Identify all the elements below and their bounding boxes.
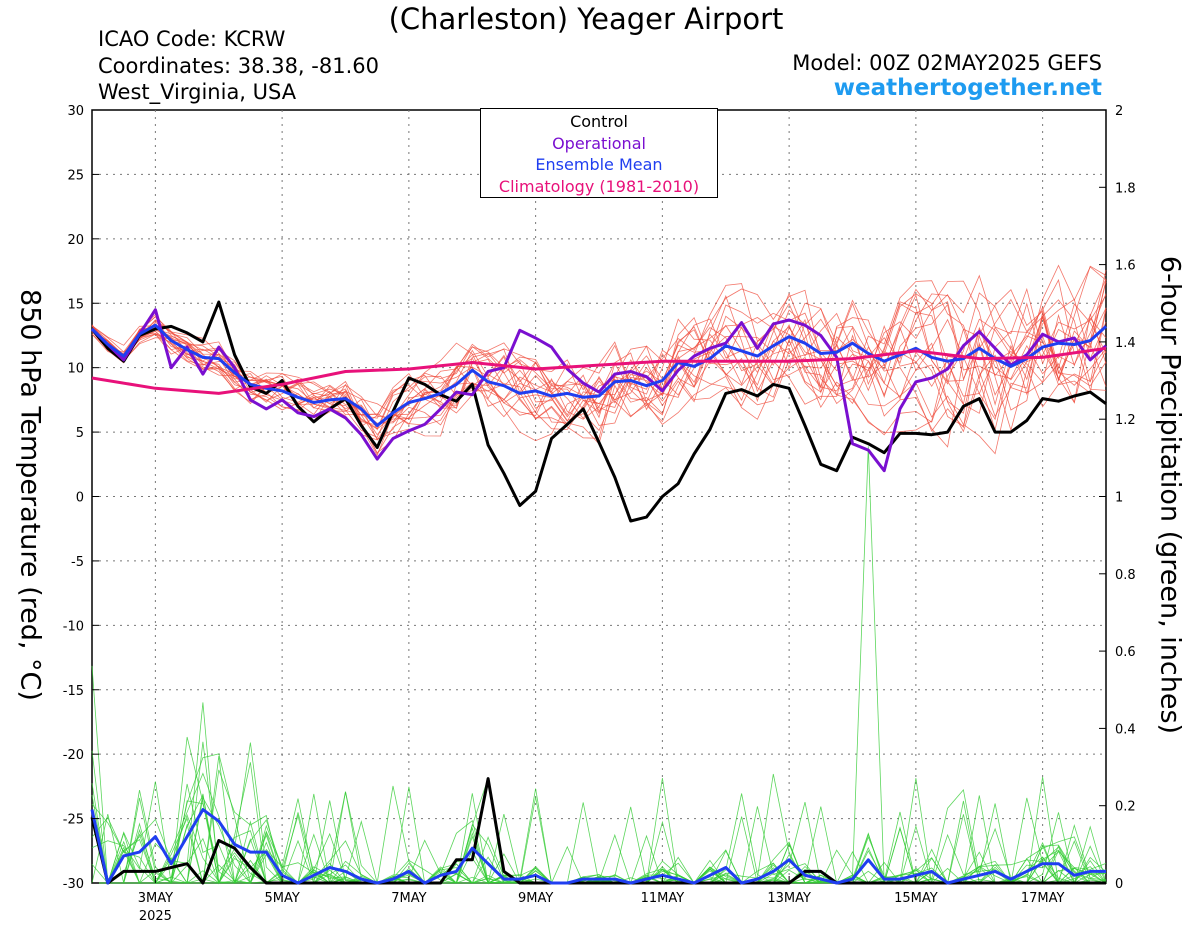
y-tick-label: -30 xyxy=(63,877,84,892)
x-tick-label: 17MAY xyxy=(1021,891,1065,906)
ensemble-member-temp xyxy=(91,265,1107,455)
axis-ticks: 302520151050-5-10-15-20-25-3021.81.61.41… xyxy=(63,104,1136,924)
y2-tick-label: 1.4 xyxy=(1115,336,1136,351)
series-operational-temp xyxy=(90,308,1107,473)
y2-tick-label: 1 xyxy=(1115,491,1123,506)
y-tick-label: 15 xyxy=(67,297,84,312)
x-tick-label: 7MAY xyxy=(391,891,426,906)
y2-tick-label: 1.6 xyxy=(1115,259,1136,274)
y2-tick-label: 0 xyxy=(1115,877,1123,892)
x-tick-label: 11MAY xyxy=(641,891,685,906)
y2-tick-label: 1.8 xyxy=(1115,181,1136,196)
y-tick-label: 20 xyxy=(67,233,84,248)
ensemble-member-precip xyxy=(91,800,1107,884)
legend-entry-control: Control xyxy=(570,112,628,131)
ensemble-member-precip xyxy=(91,781,1106,885)
x-tick-label: 9MAY xyxy=(518,891,553,906)
y-tick-label: 5 xyxy=(76,426,84,441)
grid-lines xyxy=(92,110,1106,883)
model-run: Model: 00Z 02MAY2025 GEFS xyxy=(792,51,1102,75)
ensemble-member-precip xyxy=(91,778,1107,885)
ensemble-member-temp xyxy=(91,281,1107,441)
y2-tick-label: 0.2 xyxy=(1115,800,1136,815)
x-tick-label: 15MAY xyxy=(894,891,938,906)
series-control-temp xyxy=(90,300,1107,523)
ensemble-member-temp xyxy=(91,264,1107,427)
x-tick-label: 13MAY xyxy=(767,891,811,906)
y-tick-label: -10 xyxy=(63,619,84,634)
series-lines xyxy=(90,300,1108,885)
ensemble-member-precip xyxy=(92,446,1107,884)
ensemble-member-temp xyxy=(91,293,1107,427)
ensemble-member-precip xyxy=(91,750,1107,884)
series-control-precip xyxy=(90,777,1106,885)
y-tick-label: -5 xyxy=(71,555,84,570)
legend-entry-ensemble-mean: Ensemble Mean xyxy=(535,155,663,174)
icao-code: ICAO Code: KCRW xyxy=(98,27,286,51)
y-tick-label: 0 xyxy=(76,491,84,506)
y-tick-label: -25 xyxy=(63,813,84,828)
coordinates: Coordinates: 38.38, -81.60 xyxy=(98,54,379,78)
y-tick-label: 10 xyxy=(67,362,84,377)
x-tick-year: 2025 xyxy=(139,909,172,924)
y2-tick-label: 0.4 xyxy=(1115,722,1136,737)
location: West_Virginia, USA xyxy=(98,80,297,104)
ensemble-member-temp xyxy=(91,280,1107,419)
y2-tick-label: 1.2 xyxy=(1115,413,1136,428)
y2-tick-label: 0.6 xyxy=(1115,645,1136,660)
y2-tick-label: 2 xyxy=(1115,104,1123,119)
series-climatology-1981-2010-temp xyxy=(91,346,1107,395)
legend: Control Operational Ensemble Mean Climat… xyxy=(480,108,718,198)
legend-entry-climatology: Climatology (1981-2010) xyxy=(498,176,700,196)
x-tick-label: 3MAY xyxy=(138,891,173,906)
y2-tick-label: 0.8 xyxy=(1115,568,1136,583)
y-tick-label: -20 xyxy=(63,748,84,763)
site-link[interactable]: weathertogether.net xyxy=(833,75,1102,101)
y-axis-label-right: 6-hour Precipitation (green, inches) xyxy=(1154,255,1186,735)
ensemble-member-temp xyxy=(91,279,1107,436)
chart-title: (Charleston) Yeager Airport xyxy=(388,2,784,36)
y-tick-label: 30 xyxy=(67,104,84,119)
ensemble-member-precip xyxy=(92,800,1107,885)
y-tick-label: -15 xyxy=(63,684,84,699)
legend-entry-operational: Operational xyxy=(552,133,646,153)
y-tick-label: 25 xyxy=(67,168,84,183)
series-ensemble-mean-precip xyxy=(90,808,1106,885)
y-axis-label-left: 850 hPa Temperature (red, °C) xyxy=(14,289,46,701)
x-tick-label: 5MAY xyxy=(264,891,299,906)
